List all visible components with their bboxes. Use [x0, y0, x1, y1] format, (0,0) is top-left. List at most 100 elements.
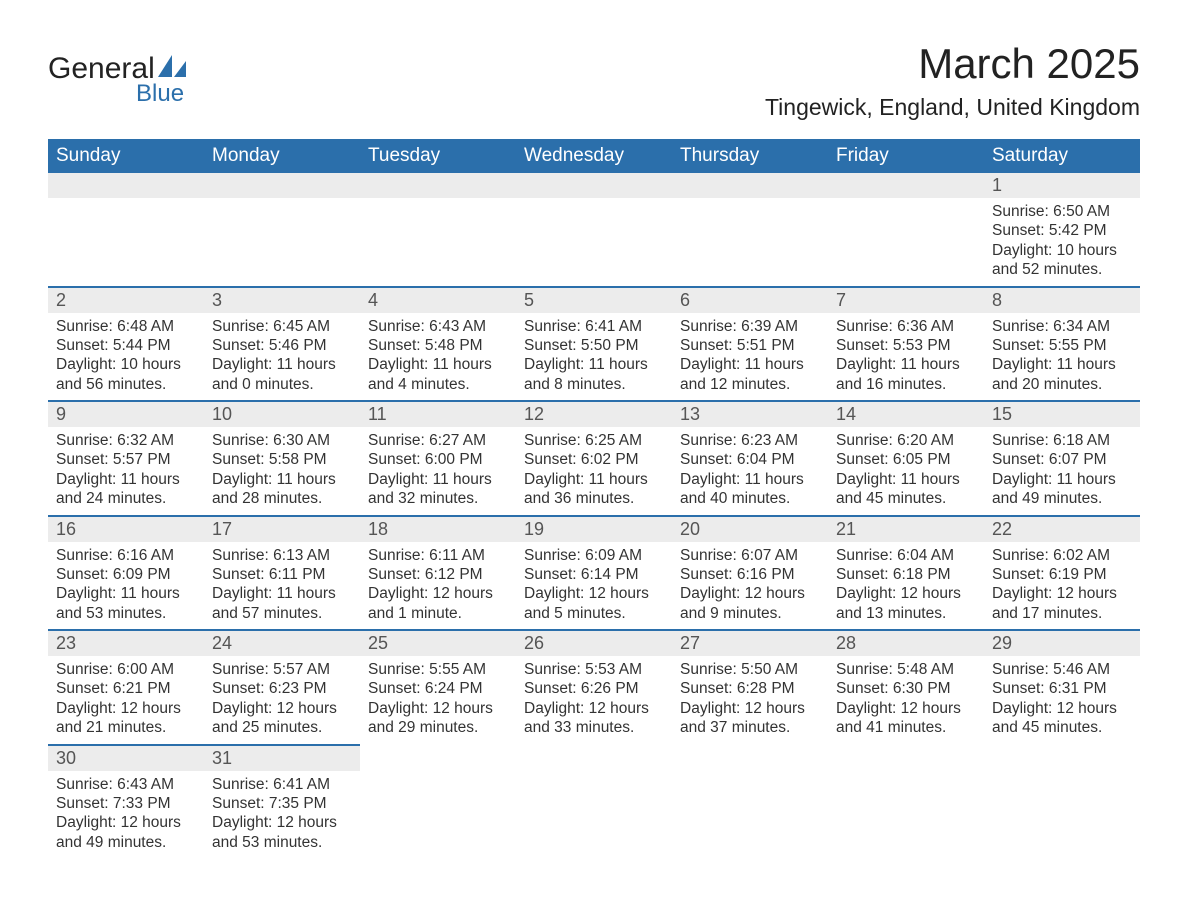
sunset-text: Sunset: 6:21 PM — [56, 679, 196, 698]
day-number: 31 — [204, 746, 360, 771]
daylight-text: Daylight: 12 hours — [992, 699, 1132, 718]
sunrise-text: Sunrise: 6:43 AM — [56, 775, 196, 794]
title-block: March 2025 Tingewick, England, United Ki… — [765, 40, 1140, 121]
sunrise-text: Sunrise: 6:30 AM — [212, 431, 352, 450]
day-body — [672, 198, 828, 274]
calendar-cell: 9Sunrise: 6:32 AMSunset: 5:57 PMDaylight… — [48, 401, 204, 516]
calendar-row: 2Sunrise: 6:48 AMSunset: 5:44 PMDaylight… — [48, 287, 1140, 402]
calendar-cell — [48, 173, 204, 287]
calendar-cell: 10 Sunrise: 6:30 AMSunset: 5:58 PMDayligh… — [204, 401, 360, 516]
daylight-text: Daylight: 11 hours — [212, 470, 352, 489]
daylight-text: and 53 minutes. — [212, 833, 352, 852]
sunset-text: Sunset: 6:31 PM — [992, 679, 1132, 698]
sunset-text: Sunset: 5:51 PM — [680, 336, 820, 355]
daylight-text: and 57 minutes. — [212, 604, 352, 623]
daylight-text: and 56 minutes. — [56, 375, 196, 394]
calendar-cell — [360, 745, 516, 859]
day-number: 16 — [48, 517, 204, 542]
day-body: Sunrise: 6:50 AMSunset: 5:42 PMDaylight:… — [984, 198, 1140, 286]
day-number: 23 — [48, 631, 204, 656]
calendar-row: 16Sunrise: 6:16 AMSunset: 6:09 PMDayligh… — [48, 516, 1140, 631]
calendar-cell: 22Sunrise: 6:02 AMSunset: 6:19 PMDayligh… — [984, 516, 1140, 631]
weekday-header: Friday — [828, 139, 984, 173]
calendar-table: Sunday Monday Tuesday Wednesday Thursday… — [48, 139, 1140, 858]
sunrise-text: Sunrise: 6:41 AM — [524, 317, 664, 336]
daylight-text: and 52 minutes. — [992, 260, 1132, 279]
calendar-row: 30Sunrise: 6:43 AMSunset: 7:33 PMDayligh… — [48, 745, 1140, 859]
daylight-text: and 20 minutes. — [992, 375, 1132, 394]
calendar-cell: 20Sunrise: 6:07 AMSunset: 6:16 PMDayligh… — [672, 516, 828, 631]
calendar-cell: 29Sunrise: 5:46 AMSunset: 6:31 PMDayligh… — [984, 630, 1140, 745]
day-body — [984, 770, 1140, 846]
daylight-text: Daylight: 11 hours — [836, 355, 976, 374]
day-body: Sunrise: 6:23 AMSunset: 6:04 PMDaylight:… — [672, 427, 828, 515]
sunset-text: Sunset: 5:46 PM — [212, 336, 352, 355]
sunrise-text: Sunrise: 6:43 AM — [368, 317, 508, 336]
day-body — [516, 770, 672, 846]
sunrise-text: Sunrise: 6:32 AM — [56, 431, 196, 450]
daylight-text: Daylight: 12 hours — [212, 813, 352, 832]
day-body — [516, 198, 672, 274]
daylight-text: Daylight: 11 hours — [680, 355, 820, 374]
calendar-cell — [204, 173, 360, 287]
day-body: Sunrise: 6:11 AMSunset: 6:12 PMDaylight:… — [360, 542, 516, 630]
day-number: 28 — [828, 631, 984, 656]
daylight-text: and 12 minutes. — [680, 375, 820, 394]
day-body — [204, 198, 360, 274]
calendar-cell — [828, 173, 984, 287]
calendar-cell — [984, 745, 1140, 859]
day-number: 30 — [48, 746, 204, 771]
day-number — [360, 173, 516, 198]
daylight-text: Daylight: 11 hours — [56, 584, 196, 603]
calendar-cell: 6Sunrise: 6:39 AMSunset: 5:51 PMDaylight… — [672, 287, 828, 402]
sunrise-text: Sunrise: 6:13 AM — [212, 546, 352, 565]
sunset-text: Sunset: 5:50 PM — [524, 336, 664, 355]
calendar-row: 23Sunrise: 6:00 AMSunset: 6:21 PMDayligh… — [48, 630, 1140, 745]
sunset-text: Sunset: 5:57 PM — [56, 450, 196, 469]
sunrise-text: Sunrise: 6:41 AM — [212, 775, 352, 794]
day-body: Sunrise: 6:43 AMSunset: 7:33 PMDaylight:… — [48, 771, 204, 859]
day-number: 13 — [672, 402, 828, 427]
sunset-text: Sunset: 5:58 PM — [212, 450, 352, 469]
day-body: Sunrise: 6:39 AMSunset: 5:51 PMDaylight:… — [672, 313, 828, 401]
daylight-text: and 45 minutes. — [992, 718, 1132, 737]
month-title: March 2025 — [765, 40, 1140, 88]
daylight-text: and 9 minutes. — [680, 604, 820, 623]
calendar-cell: 23Sunrise: 6:00 AMSunset: 6:21 PMDayligh… — [48, 630, 204, 745]
day-number: 19 — [516, 517, 672, 542]
day-number: 10 — [204, 402, 360, 427]
sunset-text: Sunset: 6:18 PM — [836, 565, 976, 584]
day-number — [984, 745, 1140, 770]
day-body: Sunrise: 6:34 AMSunset: 5:55 PMDaylight:… — [984, 313, 1140, 401]
daylight-text: Daylight: 11 hours — [368, 355, 508, 374]
day-body — [828, 198, 984, 274]
sunrise-text: Sunrise: 5:50 AM — [680, 660, 820, 679]
daylight-text: and 49 minutes. — [56, 833, 196, 852]
day-body: Sunrise: 6:41 AMSunset: 5:50 PMDaylight:… — [516, 313, 672, 401]
day-body: Sunrise: 5:48 AMSunset: 6:30 PMDaylight:… — [828, 656, 984, 744]
calendar-cell: 8Sunrise: 6:34 AMSunset: 5:55 PMDaylight… — [984, 287, 1140, 402]
daylight-text: Daylight: 11 hours — [992, 470, 1132, 489]
day-number — [672, 173, 828, 198]
daylight-text: and 25 minutes. — [212, 718, 352, 737]
daylight-text: and 17 minutes. — [992, 604, 1132, 623]
sunset-text: Sunset: 5:44 PM — [56, 336, 196, 355]
day-number — [672, 745, 828, 770]
day-body: Sunrise: 6:16 AMSunset: 6:09 PMDaylight:… — [48, 542, 204, 630]
daylight-text: and 21 minutes. — [56, 718, 196, 737]
daylight-text: and 24 minutes. — [56, 489, 196, 508]
day-number: 29 — [984, 631, 1140, 656]
sunset-text: Sunset: 6:02 PM — [524, 450, 664, 469]
sunrise-text: Sunrise: 6:25 AM — [524, 431, 664, 450]
calendar-cell: 15Sunrise: 6:18 AMSunset: 6:07 PMDayligh… — [984, 401, 1140, 516]
calendar-cell — [516, 745, 672, 859]
calendar-cell: 17Sunrise: 6:13 AMSunset: 6:11 PMDayligh… — [204, 516, 360, 631]
daylight-text: Daylight: 12 hours — [524, 699, 664, 718]
sunrise-text: Sunrise: 6:50 AM — [992, 202, 1132, 221]
day-body: Sunrise: 6:04 AMSunset: 6:18 PMDaylight:… — [828, 542, 984, 630]
day-body: Sunrise: 5:57 AMSunset: 6:23 PMDaylight:… — [204, 656, 360, 744]
daylight-text: and 41 minutes. — [836, 718, 976, 737]
daylight-text: Daylight: 12 hours — [56, 813, 196, 832]
sunrise-text: Sunrise: 5:48 AM — [836, 660, 976, 679]
day-body: Sunrise: 6:36 AMSunset: 5:53 PMDaylight:… — [828, 313, 984, 401]
